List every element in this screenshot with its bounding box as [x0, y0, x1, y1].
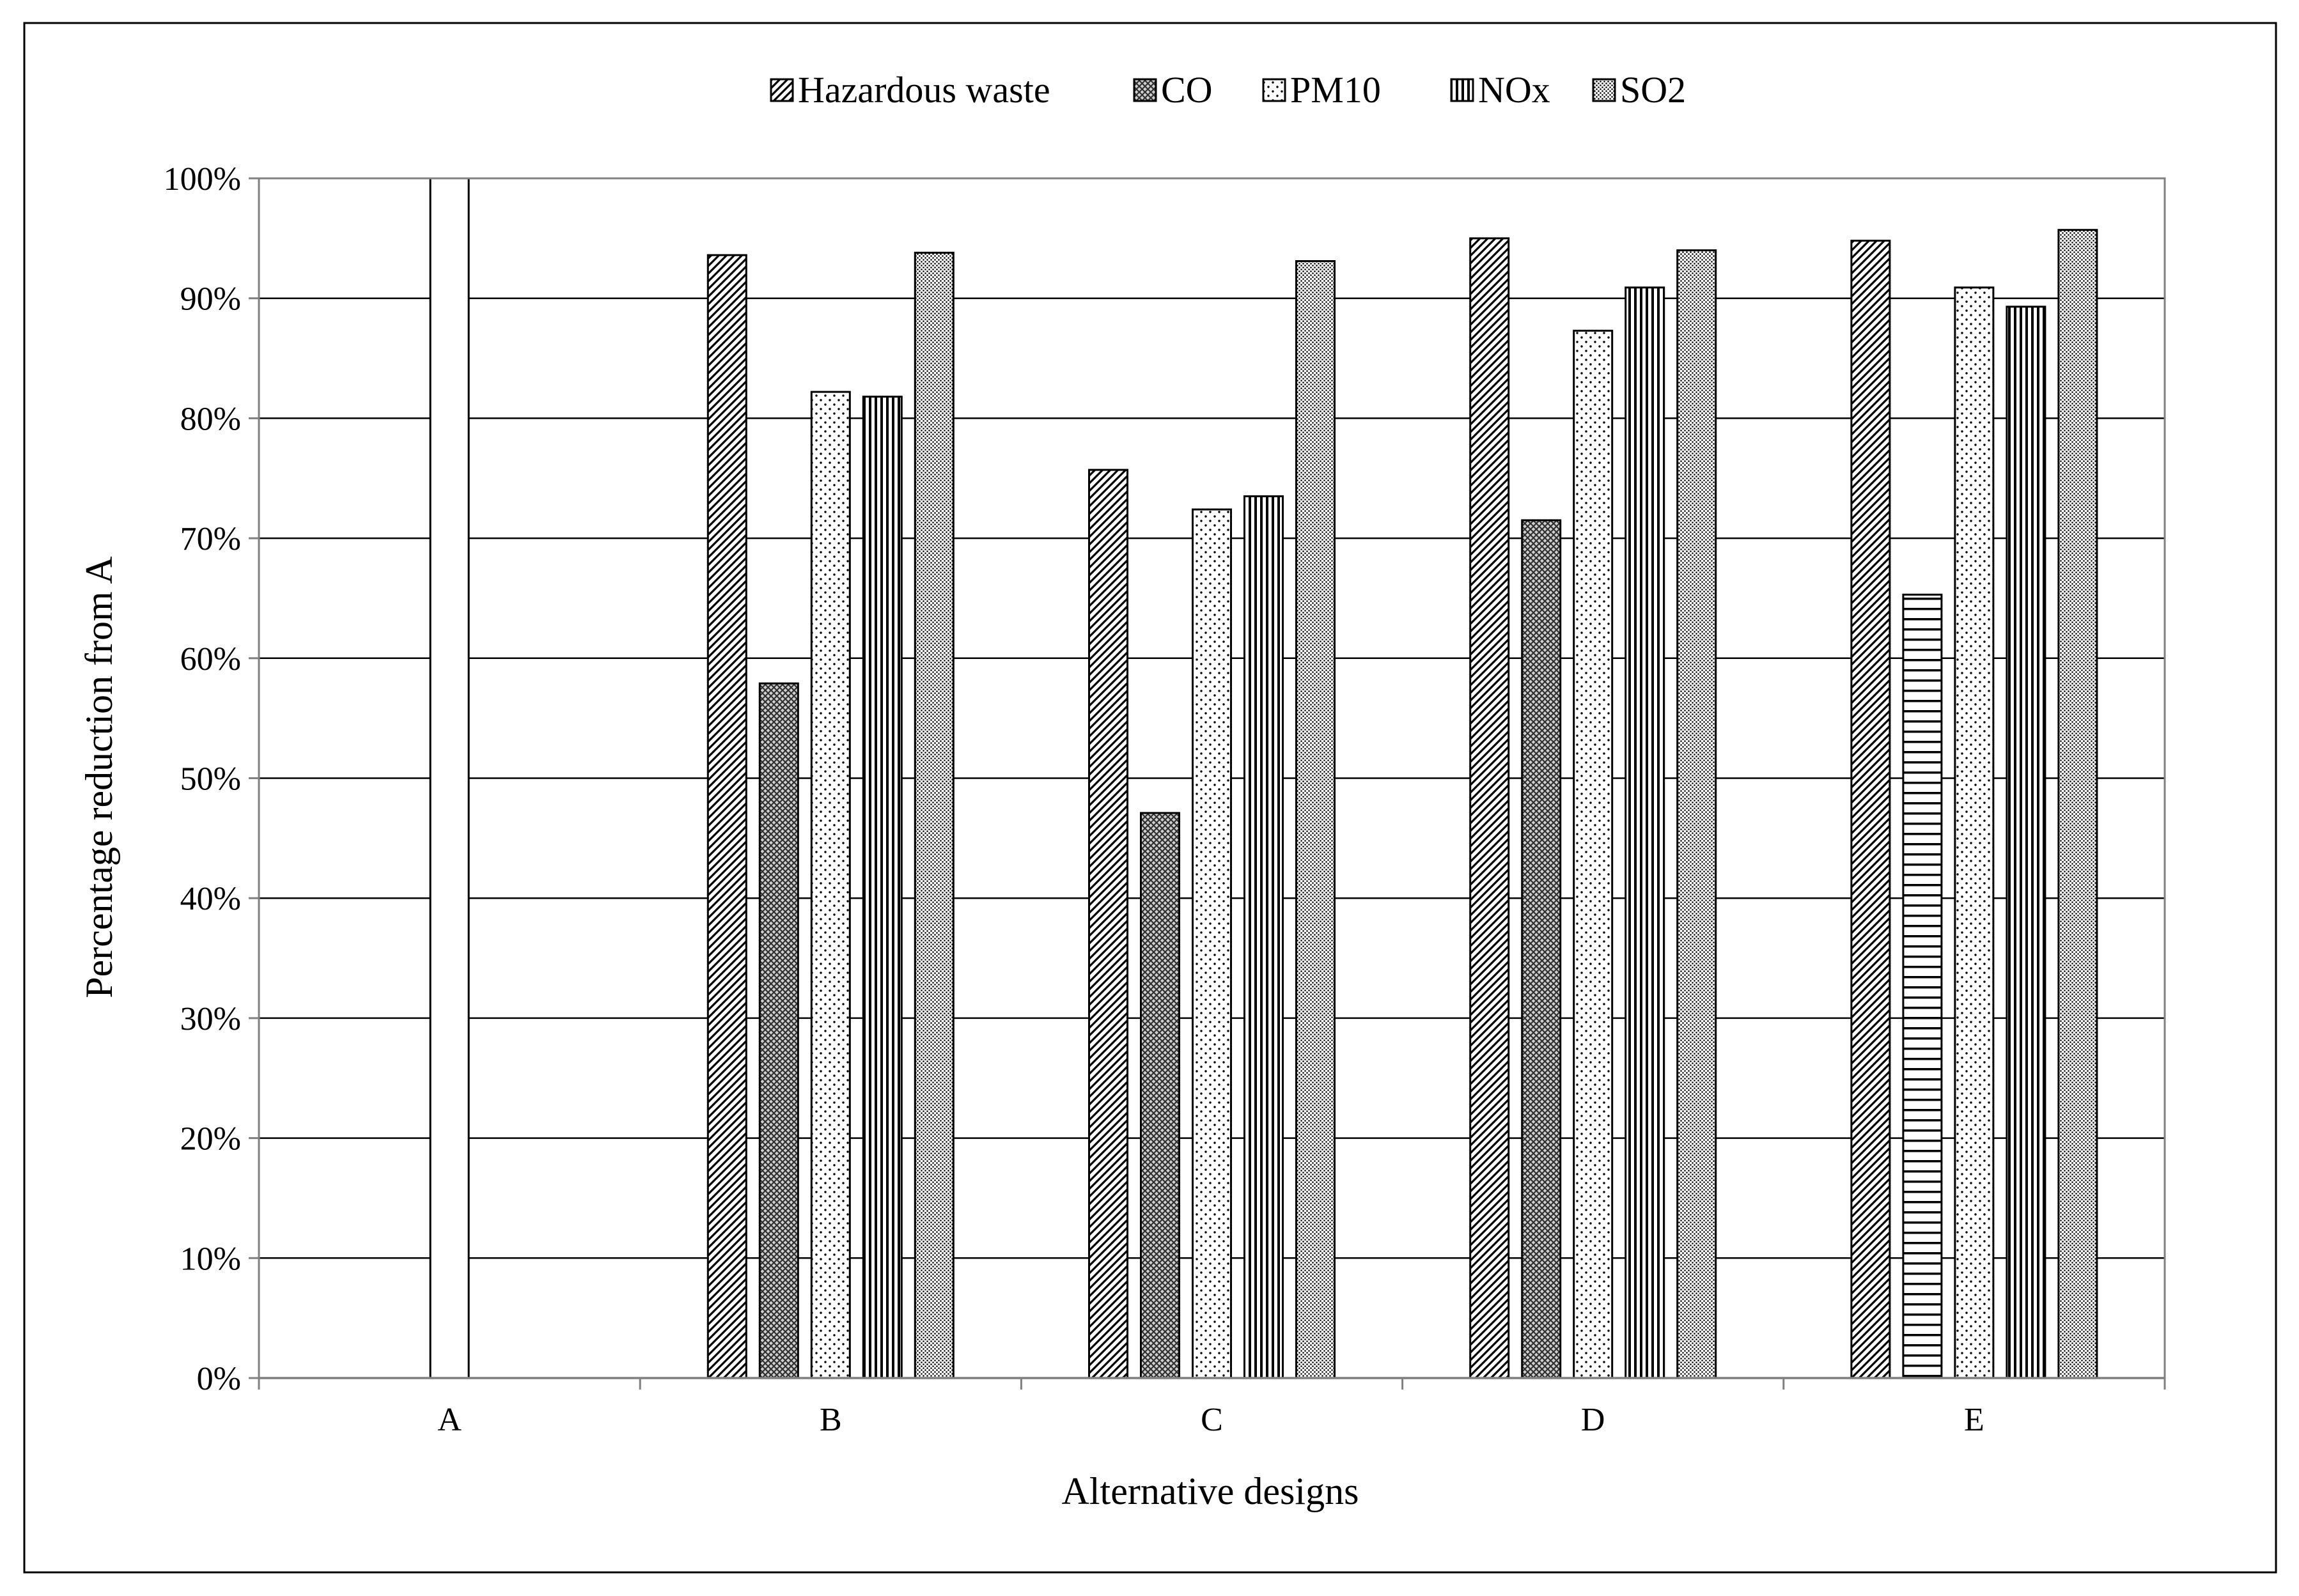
legend-swatch: [770, 78, 794, 102]
y-tick-label: 50%: [180, 761, 241, 798]
legend-item-nox: NOx: [1450, 69, 1550, 111]
x-tick-label: D: [1581, 1402, 1605, 1438]
y-tick-label: 80%: [180, 401, 241, 437]
legend-label: PM10: [1290, 69, 1381, 111]
bar-c-so2: [1295, 260, 1336, 1379]
bar-e-so2: [2057, 229, 2098, 1379]
legend-label: SO2: [1620, 69, 1686, 111]
bar-a-pm10: [429, 177, 470, 1379]
legend: Hazardous waste CO PM10 NOx SO2: [770, 69, 1686, 111]
axes: [249, 177, 2166, 1390]
bar-c-hazardous-waste: [1088, 469, 1128, 1379]
y-tick-label: 40%: [180, 881, 241, 917]
bar-d-nox: [1625, 286, 1665, 1379]
legend-swatch: [1133, 78, 1157, 102]
y-tick-label: 20%: [180, 1121, 241, 1158]
legend-item-so2: SO2: [1592, 69, 1686, 111]
x-tick-label: B: [820, 1402, 842, 1438]
y-tick-label: 30%: [180, 1001, 241, 1037]
bar-d-hazardous-waste: [1469, 237, 1510, 1379]
y-tick-label: 10%: [180, 1241, 241, 1277]
bar-e-co: [1902, 593, 1943, 1379]
bar-b-nox: [862, 396, 903, 1379]
legend-label: CO: [1161, 69, 1213, 111]
bar-c-nox: [1243, 495, 1284, 1379]
bar-d-pm10: [1573, 329, 1614, 1379]
bar-c-co: [1140, 812, 1180, 1379]
x-tick-labels: A B C D E: [437, 1402, 1984, 1438]
bar-b-so2: [914, 251, 955, 1379]
y-tick-labels: 0% 10% 20% 30% 40% 50% 60% 70% 80% 90% 100%: [164, 161, 241, 1397]
outer-frame: [23, 22, 2277, 1574]
y-tick-label: 70%: [180, 521, 241, 557]
legend-label: NOx: [1478, 69, 1550, 111]
legend-swatch: [1592, 78, 1616, 102]
bar-e-nox: [2006, 306, 2046, 1379]
legend-item-co: CO: [1133, 69, 1213, 111]
bars: [429, 177, 2098, 1379]
bar-d-so2: [1676, 249, 1717, 1379]
legend-item-hazardous-waste: Hazardous waste: [770, 69, 1050, 111]
x-axis-title: Alternative designs: [1062, 1470, 1359, 1512]
y-tick-label: 100%: [164, 161, 241, 198]
bar-d-co: [1521, 519, 1562, 1379]
bar-b-hazardous-waste: [706, 254, 747, 1379]
bar-b-pm10: [810, 391, 851, 1379]
legend-swatch: [1262, 78, 1286, 102]
legend-label: Hazardous waste: [798, 69, 1050, 111]
bar-c-pm10: [1192, 508, 1232, 1379]
y-axis-title: Percentage reduction from A: [78, 556, 120, 998]
bar-e-hazardous-waste: [1850, 240, 1891, 1379]
legend-item-pm10: PM10: [1262, 69, 1381, 111]
bar-e-pm10: [1954, 286, 1995, 1379]
legend-swatch: [1450, 78, 1474, 102]
y-tick-label: 90%: [180, 281, 241, 318]
x-tick-label: E: [1964, 1402, 1984, 1438]
y-tick-label: 60%: [180, 641, 241, 678]
bar-b-co: [758, 682, 799, 1379]
x-tick-label: A: [437, 1402, 462, 1438]
x-tick-label: C: [1201, 1402, 1223, 1438]
y-tick-label: 0%: [197, 1361, 241, 1397]
